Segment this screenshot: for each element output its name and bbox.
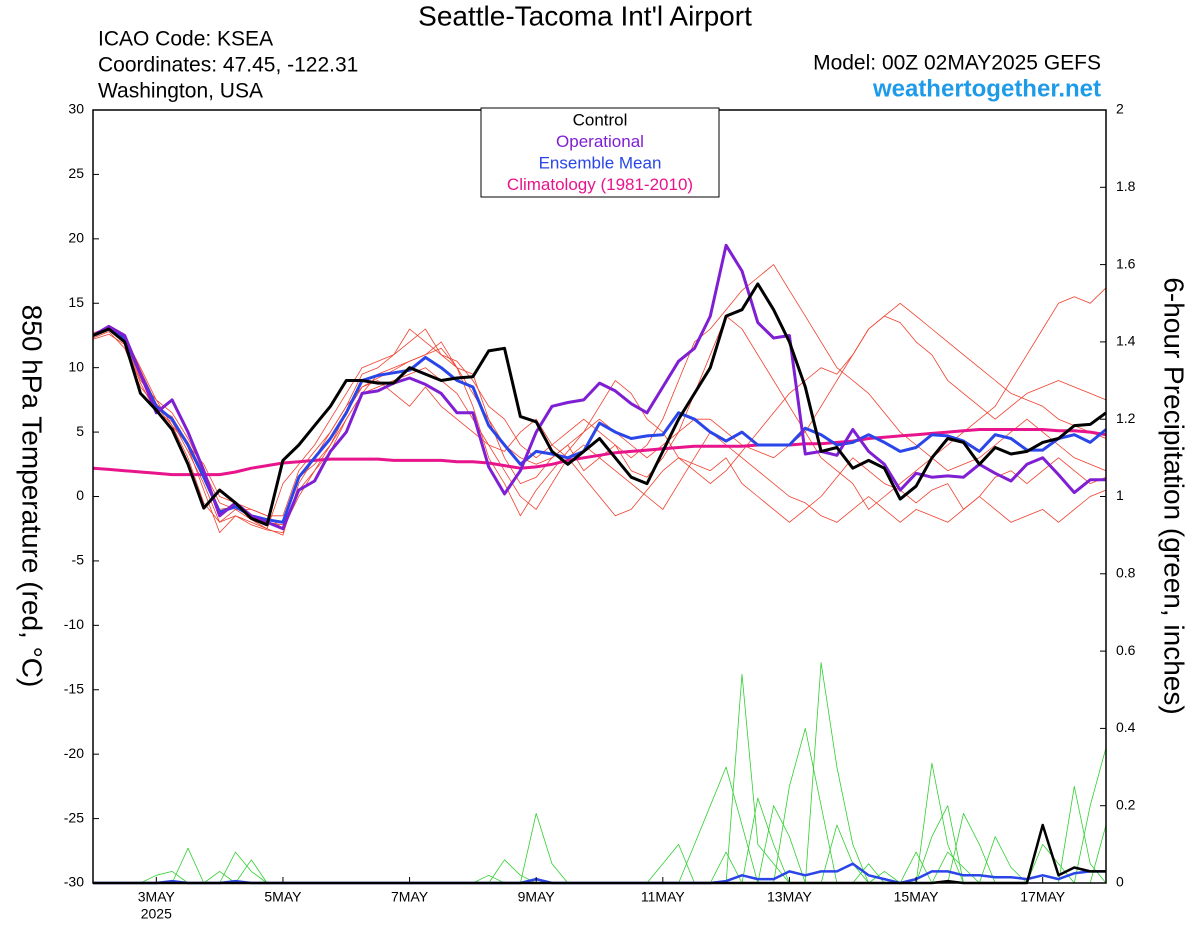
y-tick-label: 0 bbox=[76, 487, 84, 503]
legend: Control Operational Ensemble Mean Climatolo… bbox=[480, 107, 720, 198]
y-tick-label: 10 bbox=[68, 358, 84, 374]
x-tick-label: 9MAY bbox=[518, 889, 556, 905]
legend-label: Operational bbox=[556, 132, 644, 151]
member-line bbox=[92, 302, 1107, 530]
y-tick-label: -30 bbox=[64, 874, 84, 890]
y-tick-label: 25 bbox=[68, 165, 84, 181]
y-tick-label: 20 bbox=[68, 230, 84, 246]
location: Washington, USA bbox=[98, 80, 263, 103]
legend-label: Control bbox=[573, 110, 628, 129]
y-tick-label: -15 bbox=[64, 680, 84, 696]
series-line bbox=[92, 282, 1107, 527]
icao-code: ICAO Code: KSEA bbox=[98, 28, 273, 51]
y2-tick-label: 2 bbox=[1116, 101, 1124, 117]
member-line bbox=[92, 329, 1107, 536]
x-tick-label: 13MAY bbox=[767, 889, 813, 905]
y-axis-label: 850 hPa Temperature (red, °C) bbox=[17, 305, 48, 688]
precip-member-line bbox=[93, 673, 1106, 884]
chart-title: Seattle-Tacoma Int'l Airport bbox=[418, 0, 752, 31]
y2-tick-label: 0 bbox=[1116, 874, 1124, 890]
series-line bbox=[92, 428, 1107, 477]
site-link: weathertogether.net bbox=[872, 75, 1101, 102]
x-tick-label: 11MAY bbox=[641, 889, 685, 905]
member-line bbox=[92, 333, 1107, 533]
y-tick-label: -5 bbox=[72, 552, 85, 568]
series-line bbox=[92, 243, 1106, 531]
model-run: Model: 00Z 02MAY2025 GEFS bbox=[813, 52, 1101, 75]
precip-line bbox=[93, 862, 1106, 885]
precip-member-line bbox=[93, 797, 1107, 884]
y-tick-label: 30 bbox=[68, 101, 84, 117]
x-tick-label: 5MAY bbox=[264, 889, 302, 905]
coordinates: Coordinates: 47.45, -122.31 bbox=[98, 54, 358, 77]
y-tick-label: -10 bbox=[64, 616, 84, 632]
legend-box bbox=[480, 107, 720, 198]
y2-tick-label: 0.8 bbox=[1116, 565, 1136, 581]
y2-axis-label: 6-hour Precipitation (green, inches) bbox=[1159, 277, 1190, 714]
y2-tick-label: 1 bbox=[1116, 487, 1124, 503]
y-tick-label: 5 bbox=[76, 423, 84, 439]
y2-tick-label: 0.4 bbox=[1116, 719, 1136, 735]
y2-tick-label: 1.4 bbox=[1116, 333, 1136, 349]
legend-label: Climatology (1981-2010) bbox=[507, 175, 693, 194]
series-line bbox=[92, 327, 1107, 524]
member-line bbox=[92, 287, 1107, 530]
y2-tick-label: 0.2 bbox=[1116, 796, 1136, 812]
y-tick-label: 15 bbox=[68, 294, 84, 310]
y2-tick-label: 1.6 bbox=[1116, 255, 1136, 271]
x-tick-label: 3MAY bbox=[138, 889, 176, 905]
y2-tick-label: 1.8 bbox=[1116, 178, 1136, 194]
x-tick-label: 17MAY bbox=[1020, 889, 1066, 905]
y-tick-label: -20 bbox=[64, 745, 84, 761]
precip-member-line bbox=[93, 805, 1106, 884]
year-label: 2025 bbox=[141, 906, 172, 922]
precip-member-line bbox=[93, 662, 1107, 884]
legend-label: Ensemble Mean bbox=[539, 153, 662, 172]
x-tick-label: 7MAY bbox=[391, 889, 429, 905]
member-line bbox=[92, 264, 1107, 517]
y2-tick-label: 0.6 bbox=[1116, 642, 1136, 658]
y2-tick-label: 1.2 bbox=[1116, 410, 1136, 426]
plot-area bbox=[92, 243, 1107, 885]
x-tick-label: 15MAY bbox=[894, 889, 940, 905]
y-tick-label: -25 bbox=[64, 809, 84, 825]
